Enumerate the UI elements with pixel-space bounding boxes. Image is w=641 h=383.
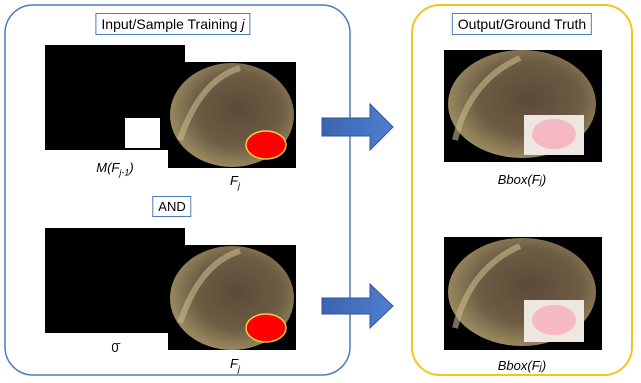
label-tail: ) xyxy=(542,358,546,373)
operator: AND xyxy=(152,196,191,217)
title-text: Output/Ground Truth xyxy=(458,16,586,32)
label-tail: ) xyxy=(129,160,133,175)
mask-region xyxy=(125,118,160,148)
label-tail: ) xyxy=(542,172,546,187)
label-sub: j xyxy=(238,181,240,191)
title-text: Input/Sample Training xyxy=(101,16,237,32)
diagram xyxy=(0,0,641,383)
mask-label: 0̄ xyxy=(111,340,118,355)
arrow xyxy=(322,284,393,328)
label-sub: j xyxy=(238,364,240,374)
bbox-label: Bbox(Fj) xyxy=(498,358,546,373)
frame-image xyxy=(168,245,296,350)
frame-label: Fj xyxy=(230,356,240,374)
input-title: Input/Sample Training j xyxy=(95,13,250,35)
operator-text: AND xyxy=(158,199,185,214)
page: {"left_panel": {"title": {"text": "Input… xyxy=(0,0,641,383)
label-main: F xyxy=(230,173,238,188)
title-var: j xyxy=(241,16,244,32)
label-sub: j-1 xyxy=(119,168,129,178)
frame-label: Fj xyxy=(230,173,240,191)
label-main: Bbox(F xyxy=(498,358,540,373)
label-main: M(F xyxy=(96,160,119,175)
label-main: Bbox(F xyxy=(498,172,540,187)
frame-image xyxy=(168,62,296,168)
mask-image xyxy=(45,45,185,150)
label-main: 0̄ xyxy=(111,340,118,355)
output-image xyxy=(444,50,602,162)
mask-label: M(Fj-1) xyxy=(96,160,133,178)
output-title: Output/Ground Truth xyxy=(452,13,592,35)
zero-mask-image xyxy=(45,228,185,333)
label-main: F xyxy=(230,356,238,371)
arrow xyxy=(322,104,393,150)
output-image xyxy=(444,237,602,350)
bbox-label: Bbox(Fj) xyxy=(498,172,546,187)
